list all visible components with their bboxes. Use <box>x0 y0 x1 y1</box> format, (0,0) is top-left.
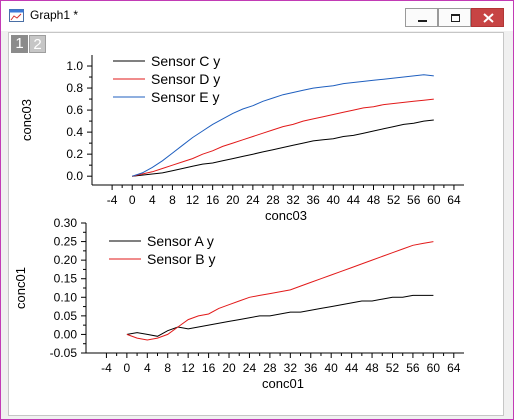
chart-2: -4 0 4 8 12 16 20 24 28 32 36 40 44 48 52 56 60 64-0.050.… <box>13 216 464 391</box>
x-tick-label: 60 <box>427 193 441 207</box>
legend-label: Sensor D y <box>151 71 220 87</box>
series-line-sensor-c-y <box>132 119 434 177</box>
y-tick-label: 0.8 <box>66 81 83 95</box>
x-tick-label: 48 <box>367 193 381 207</box>
y-tick-label: 0.6 <box>66 103 83 117</box>
close-icon <box>483 13 494 23</box>
series-line-sensor-d-y <box>132 98 434 177</box>
x-tick-label: 0 <box>129 193 136 207</box>
x-axis-title: conc01 <box>262 376 304 391</box>
minimize-icon <box>418 20 427 22</box>
x-tick-label: 24 <box>246 193 260 207</box>
restore-icon <box>451 14 460 22</box>
x-tick-label: 36 <box>304 361 318 375</box>
graph-window-icon <box>9 9 24 22</box>
y-tick-label: 0.30 <box>54 216 78 230</box>
y-tick-label: 0.4 <box>66 125 83 139</box>
y-tick-label: 0.25 <box>54 235 78 249</box>
y-tick-label: 0.15 <box>54 272 78 286</box>
legend-label: Sensor C y <box>151 53 220 69</box>
x-tick-label: 16 <box>206 193 220 207</box>
x-tick-label: 52 <box>387 193 401 207</box>
x-tick-label: 40 <box>325 361 339 375</box>
x-tick-label: 56 <box>406 361 420 375</box>
x-tick-label: 12 <box>181 361 195 375</box>
x-tick-label: 20 <box>226 193 240 207</box>
y-tick-label: 0.10 <box>54 290 78 304</box>
legend-label: Sensor B y <box>147 251 215 267</box>
x-tick-label: -4 <box>107 193 118 207</box>
x-tick-label: 52 <box>386 361 400 375</box>
legend-label: Sensor E y <box>151 89 219 105</box>
chart-1: -4 0 4 8 12 16 20 24 28 32 36 40 44 48 52 56 60 640.00.20… <box>19 53 464 223</box>
y-tick-label: 0.2 <box>66 147 83 161</box>
close-button[interactable] <box>471 8 504 27</box>
series-line-sensor-b-y <box>126 241 434 341</box>
y-axis-title: conc01 <box>13 267 28 309</box>
x-tick-label: 44 <box>347 193 361 207</box>
x-tick-label: 64 <box>447 361 461 375</box>
x-tick-label: 28 <box>263 361 277 375</box>
x-tick-label: 32 <box>284 361 298 375</box>
legend-label: Sensor A y <box>147 233 214 249</box>
x-tick-label: 20 <box>222 361 236 375</box>
x-tick-label: 4 <box>144 361 151 375</box>
x-tick-label: 32 <box>286 193 300 207</box>
series-line-sensor-e-y <box>132 74 434 177</box>
layer-tab-1[interactable]: 1 <box>11 35 28 53</box>
x-tick-label: 40 <box>327 193 341 207</box>
x-tick-label: 36 <box>307 193 321 207</box>
y-tick-label: 0.05 <box>54 309 78 323</box>
x-tick-label: -4 <box>101 361 112 375</box>
x-tick-label: 12 <box>186 193 200 207</box>
graph-page: 1 2 -4 0 4 8 12 16 20 24 28 32 36 40 44 48 52 56 60 64 0.0… <box>8 32 504 416</box>
y-tick-label: 0.20 <box>54 253 78 267</box>
x-tick-label: 44 <box>345 361 359 375</box>
x-tick-label: 64 <box>447 193 461 207</box>
x-tick-label: 0 <box>124 361 131 375</box>
y-tick-label: -0.05 <box>50 346 78 360</box>
x-tick-label: 28 <box>266 193 280 207</box>
x-tick-label: 48 <box>365 361 379 375</box>
graph-canvas: -4 0 4 8 12 16 20 24 28 32 36 40 44 48 52 56 60 640.00.20… <box>13 53 464 391</box>
minimize-button[interactable] <box>405 8 438 27</box>
x-tick-label: 4 <box>149 193 156 207</box>
x-axis-title: conc03 <box>265 208 307 223</box>
title-bar[interactable]: Graph1 * <box>1 1 513 31</box>
x-tick-label: 56 <box>407 193 421 207</box>
y-tick-label: 1.0 <box>66 59 83 73</box>
y-axis-title: conc03 <box>19 99 34 141</box>
layer-tab-2[interactable]: 2 <box>29 35 46 53</box>
x-tick-label: 60 <box>427 361 441 375</box>
y-tick-label: 0.00 <box>54 327 78 341</box>
x-tick-label: 8 <box>164 361 171 375</box>
restore-button[interactable] <box>438 8 471 27</box>
x-tick-label: 24 <box>243 361 257 375</box>
y-tick-label: 0.0 <box>66 169 83 183</box>
window-title: Graph1 * <box>30 8 79 22</box>
x-tick-label: 8 <box>169 193 176 207</box>
x-tick-label: 16 <box>202 361 216 375</box>
